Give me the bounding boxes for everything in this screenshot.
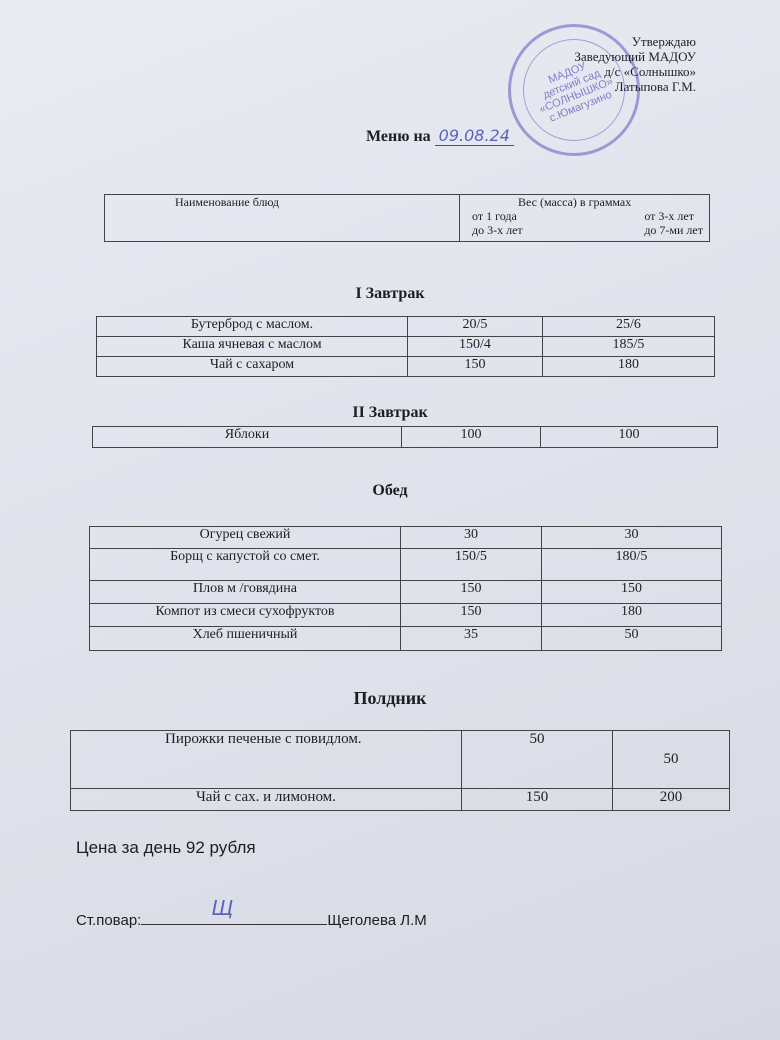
weight-old: 50 — [541, 626, 722, 651]
snack-table: Пирожки печеные с повидлом. 50 50 Чай с са… — [70, 730, 730, 811]
weight-young: 150/5 — [400, 548, 542, 581]
approval-line: Латыпова Г.М. — [614, 79, 696, 94]
dish-name-header: Наименование блюд — [104, 194, 460, 242]
age-group-1: до 3-х лет — [472, 223, 523, 237]
age-group-2: до 7-ми лет — [644, 223, 703, 237]
weight-young: 150 — [400, 580, 542, 604]
weight-old: 30 — [541, 526, 722, 549]
weight-old: 150 — [541, 580, 722, 604]
title-label: Меню на — [366, 128, 431, 145]
weight-young: 30 — [400, 526, 542, 549]
dish-name: Бутерброд с маслом. — [96, 316, 408, 337]
dish-name: Чай с сах. и лимоном. — [70, 788, 462, 811]
age-group-1: от 1 года — [472, 209, 517, 223]
page-title: Меню на 09.08.24 — [366, 126, 514, 146]
lunch-table: Огурец свежий 30 30 Борщ с капустой со сме… — [89, 526, 722, 651]
header-table: Наименование блюд Вес (масса) в граммах … — [104, 194, 710, 242]
weight-header: Вес (масса) в граммах от 1 года до 3-х ле… — [459, 194, 710, 242]
dish-name: Хлеб пшеничный — [89, 626, 401, 651]
cook-name: Щеголева Л.М — [327, 912, 427, 929]
weight-old: 180/5 — [541, 548, 722, 581]
section-title: II Завтрак — [352, 404, 428, 421]
section-title: Обед — [372, 482, 408, 499]
age-group-2: от 3-х лет — [644, 209, 694, 223]
menu-date: 09.08.24 — [434, 126, 514, 146]
weight-label: Вес (масса) в граммах — [518, 195, 632, 209]
signature-line: Щ — [141, 896, 328, 925]
weight-old: 180 — [542, 356, 715, 377]
weight-old: 200 — [612, 788, 730, 811]
weight-old: 25/6 — [542, 316, 715, 337]
weight-young: 20/5 — [407, 316, 543, 337]
dish-name: Яблоки — [92, 426, 402, 448]
section-title: I Завтрак — [355, 285, 425, 302]
dish-name: Борщ с капустой со смет. — [89, 548, 401, 581]
weight-old: 180 — [541, 603, 722, 627]
section-title: Полдник — [353, 688, 427, 708]
weight-young: 150 — [407, 356, 543, 377]
approval-block: Утверждаю Заведующий МАДОУ д/с «Солнышко… — [574, 34, 696, 94]
approval-line: д/с «Солнышко» — [604, 64, 696, 79]
weight-young: 150 — [400, 603, 542, 627]
weight-old: 185/5 — [542, 336, 715, 357]
approval-line: Утверждаю — [631, 34, 696, 49]
cook-label: Ст.повар: — [76, 912, 142, 929]
daily-price: Цена за день 92 рубля — [76, 838, 256, 857]
weight-old: 100 — [540, 426, 718, 448]
weight-young: 50 — [461, 730, 613, 789]
second-breakfast-table: Яблоки 100 100 — [92, 426, 718, 448]
cook-signature-line: Ст.повар: Щ Щеголева Л.М — [76, 896, 427, 929]
weight-young: 150/4 — [407, 336, 543, 357]
weight-young: 150 — [461, 788, 613, 811]
dish-name: Чай с сахаром — [96, 356, 408, 377]
approval-line: Заведующий МАДОУ — [574, 49, 696, 64]
breakfast-table: Бутерброд с маслом. 20/5 25/6 Каша ячневая… — [96, 316, 715, 377]
weight-young: 35 — [400, 626, 542, 651]
dish-name: Каша ячневая с маслом — [96, 336, 408, 357]
handwritten-signature: Щ — [211, 896, 234, 920]
dish-name: Огурец свежий — [89, 526, 401, 549]
dish-name: Плов м /говядина — [89, 580, 401, 604]
dish-name: Компот из смеси сухофруктов — [89, 603, 401, 627]
weight-old: 50 — [612, 730, 730, 789]
dish-name: Пирожки печеные с повидлом. — [70, 730, 462, 789]
weight-young: 100 — [401, 426, 541, 448]
